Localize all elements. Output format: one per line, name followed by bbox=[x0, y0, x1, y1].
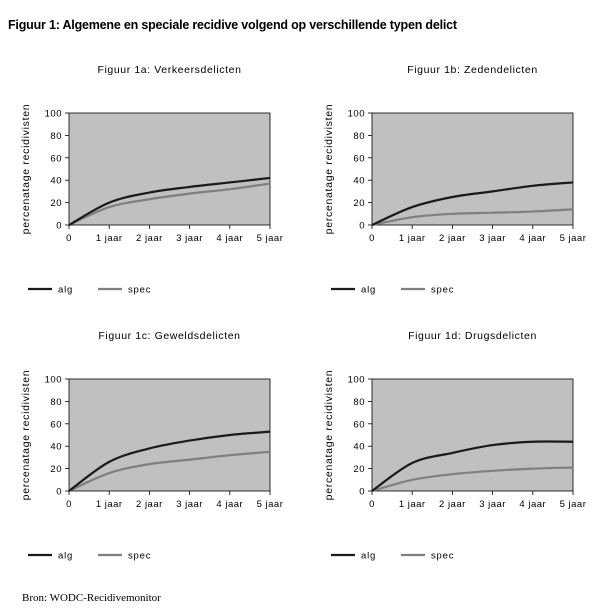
plot-area bbox=[371, 112, 574, 226]
page-title: Figuur 1: Algemene en speciale recidive … bbox=[8, 18, 457, 32]
y-tick-label: 0 bbox=[359, 487, 365, 498]
y-axis-label: percenatage recidivisten bbox=[323, 370, 335, 501]
y-tick-label: 60 bbox=[353, 419, 365, 430]
chart-panel-1b: Figuur 1b: Zedendelicten 0 20 40 60 80 100 0 1 j… bbox=[323, 64, 587, 296]
series-line-alg bbox=[371, 440, 574, 492]
y-tick-label: 20 bbox=[50, 464, 62, 475]
y-tick-label: 60 bbox=[50, 153, 62, 164]
series-line-spec bbox=[68, 182, 271, 227]
series-line-spec bbox=[371, 466, 574, 493]
chart-panel-1a: Figuur 1a: Verkeersdelicten 0 20 40 60 80 100 0… bbox=[20, 64, 284, 296]
y-tick-label: 100 bbox=[45, 375, 62, 386]
x-tick-label: 2 jaar bbox=[136, 499, 163, 510]
legend-label-spec: spec bbox=[431, 551, 454, 562]
y-tick-label: 60 bbox=[353, 153, 365, 164]
x-tick-label: 5 jaar bbox=[257, 233, 284, 244]
legend-label-spec: spec bbox=[431, 285, 454, 296]
x-tick-label: 0 bbox=[66, 233, 72, 244]
x-tick-label: 4 jaar bbox=[519, 499, 546, 510]
series-line-alg bbox=[68, 430, 271, 492]
y-axis-label: percenatage recidivisten bbox=[323, 104, 335, 235]
y-tick-label: 40 bbox=[353, 442, 365, 453]
x-tick-label: 1 jaar bbox=[96, 499, 123, 510]
legend-label-alg: alg bbox=[58, 285, 73, 296]
x-tick-label: 0 bbox=[369, 499, 375, 510]
y-tick-label: 0 bbox=[56, 221, 62, 232]
chart-title: Figuur 1d: Drugsdelicten bbox=[408, 330, 537, 342]
y-tick-label: 100 bbox=[45, 109, 62, 120]
y-tick-label: 0 bbox=[359, 221, 365, 232]
legend-label-alg: alg bbox=[361, 285, 376, 296]
chart-title: Figuur 1c: Geweldsdelicten bbox=[98, 330, 240, 342]
legend-label-alg: alg bbox=[58, 551, 73, 562]
x-tick-label: 1 jaar bbox=[96, 233, 123, 244]
x-tick-label: 5 jaar bbox=[257, 499, 284, 510]
x-tick-label: 2 jaar bbox=[439, 233, 466, 244]
y-tick-label: 80 bbox=[353, 131, 365, 142]
series-line-spec bbox=[68, 450, 271, 493]
y-tick-label: 20 bbox=[50, 198, 62, 209]
chart-panel-1d: Figuur 1d: Drugsdelicten 0 20 40 60 80 100 0 1 j… bbox=[323, 330, 587, 562]
x-tick-label: 3 jaar bbox=[479, 233, 506, 244]
plot-area bbox=[371, 378, 574, 492]
y-tick-label: 40 bbox=[50, 442, 62, 453]
y-tick-label: 40 bbox=[50, 176, 62, 187]
y-tick-label: 80 bbox=[50, 397, 62, 408]
series-line-alg bbox=[371, 181, 574, 227]
x-tick-label: 0 bbox=[369, 233, 375, 244]
y-tick-label: 100 bbox=[348, 109, 365, 120]
x-tick-label: 1 jaar bbox=[399, 499, 426, 510]
x-tick-label: 2 jaar bbox=[136, 233, 163, 244]
x-tick-label: 5 jaar bbox=[560, 499, 587, 510]
x-tick-label: 0 bbox=[66, 499, 72, 510]
y-tick-label: 100 bbox=[348, 375, 365, 386]
x-tick-label: 2 jaar bbox=[439, 499, 466, 510]
x-tick-label: 1 jaar bbox=[399, 233, 426, 244]
y-axis-label: percenatage recidivisten bbox=[20, 370, 32, 501]
x-tick-label: 4 jaar bbox=[216, 499, 243, 510]
x-tick-label: 3 jaar bbox=[176, 233, 203, 244]
x-tick-label: 4 jaar bbox=[216, 233, 243, 244]
chart-panel-1c: Figuur 1c: Geweldsdelicten 0 20 40 60 80 100 0 1… bbox=[20, 330, 284, 562]
y-tick-label: 20 bbox=[353, 198, 365, 209]
legend-label-alg: alg bbox=[361, 551, 376, 562]
chart-title: Figuur 1a: Verkeersdelicten bbox=[97, 64, 241, 76]
y-tick-label: 0 bbox=[56, 487, 62, 498]
y-tick-label: 20 bbox=[353, 464, 365, 475]
x-tick-label: 3 jaar bbox=[479, 499, 506, 510]
legend-label-spec: spec bbox=[128, 551, 151, 562]
x-tick-label: 4 jaar bbox=[519, 233, 546, 244]
chart-title: Figuur 1b: Zedendelicten bbox=[407, 64, 538, 76]
y-tick-label: 80 bbox=[50, 131, 62, 142]
y-tick-label: 40 bbox=[353, 176, 365, 187]
y-tick-label: 60 bbox=[50, 419, 62, 430]
x-tick-label: 3 jaar bbox=[176, 499, 203, 510]
series-line-alg bbox=[68, 176, 271, 226]
source-note: Bron: WODC-Recidivemonitor bbox=[22, 592, 161, 604]
x-tick-label: 5 jaar bbox=[560, 233, 587, 244]
y-tick-label: 80 bbox=[353, 397, 365, 408]
y-axis-label: percenatage recidivisten bbox=[20, 104, 32, 235]
legend-label-spec: spec bbox=[128, 285, 151, 296]
series-line-spec bbox=[371, 208, 574, 227]
